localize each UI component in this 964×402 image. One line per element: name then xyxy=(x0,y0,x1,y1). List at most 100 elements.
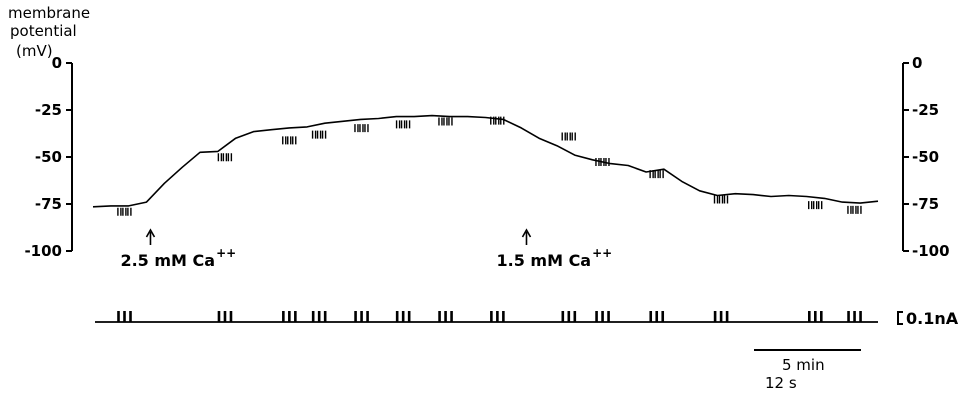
current-pulse xyxy=(561,311,565,322)
response-mark xyxy=(292,136,297,145)
response-mark xyxy=(659,170,664,179)
response-mark xyxy=(495,116,500,125)
current-pulse xyxy=(323,311,327,322)
voltage-response-marks xyxy=(117,207,132,216)
current-pulse xyxy=(360,311,363,322)
annotation-superscript: ++ xyxy=(592,246,612,260)
current-pulse xyxy=(229,311,233,322)
response-mark xyxy=(127,207,132,216)
response-mark xyxy=(561,132,566,141)
response-mark xyxy=(718,195,724,204)
current-pulse xyxy=(713,311,717,322)
drug-annotation: 2.5 mM Ca ++ xyxy=(120,228,236,270)
response-mark xyxy=(852,205,857,214)
voltage-trace xyxy=(92,114,879,208)
response-mark xyxy=(316,130,322,139)
current-pulse xyxy=(395,311,399,322)
response-mark xyxy=(847,205,852,214)
current-pulse xyxy=(595,311,598,322)
response-mark xyxy=(818,201,823,210)
response-mark xyxy=(395,120,401,129)
current-pulse xyxy=(490,311,493,322)
current-pulse xyxy=(607,311,610,322)
current-pulse xyxy=(123,311,126,322)
voltage-trace-group xyxy=(92,114,879,216)
right-y-axis: 0 -25 -50 -75 -100 xyxy=(902,54,950,260)
current-pulse xyxy=(573,311,577,322)
response-mark xyxy=(443,117,448,126)
response-mark xyxy=(448,117,453,126)
response-mark xyxy=(122,207,127,216)
response-mark xyxy=(813,201,818,210)
response-mark xyxy=(605,157,610,166)
current-pulse xyxy=(217,311,221,322)
arrow-icon xyxy=(145,228,156,238)
current-pulse xyxy=(853,311,856,322)
response-mark xyxy=(282,136,287,145)
voltage-response-marks xyxy=(808,201,823,210)
current-pulse xyxy=(450,311,453,322)
response-mark xyxy=(500,116,505,125)
response-mark xyxy=(227,153,233,162)
current-pulse xyxy=(601,311,604,322)
voltage-response-marks xyxy=(595,157,610,166)
current-pulse xyxy=(401,311,405,322)
current-pulse xyxy=(808,311,811,322)
annotation-label: 2.5 mM Ca xyxy=(120,251,215,270)
response-mark xyxy=(400,120,406,129)
left-tick-label: -75 xyxy=(35,195,62,213)
response-mark xyxy=(117,207,122,216)
response-mark xyxy=(654,170,659,179)
current-pulse xyxy=(223,311,227,322)
right-tick-label: -50 xyxy=(912,148,939,166)
current-pulse xyxy=(847,311,850,322)
left-tick-label: -25 xyxy=(35,101,62,119)
voltage-response-marks xyxy=(354,124,369,133)
response-mark xyxy=(723,195,729,204)
voltage-response-marks xyxy=(217,153,233,162)
current-scale-bar xyxy=(897,311,903,325)
voltage-response-marks xyxy=(847,205,862,214)
current-pulse xyxy=(438,311,441,322)
current-pulse xyxy=(859,311,862,322)
current-pulse xyxy=(814,311,817,322)
response-mark xyxy=(808,201,813,210)
current-pulse xyxy=(567,311,571,322)
ylabel-line-3: (mV) xyxy=(16,42,53,60)
time-scale-label-1: 5 min xyxy=(782,356,825,374)
left-y-axis: 0 -25 -50 -75 -100 xyxy=(24,54,73,260)
current-pulse xyxy=(317,311,321,322)
annotation-superscript: ++ xyxy=(216,246,236,260)
annotation-group: 2.5 mM Ca ++ 1.5 mM Ca ++ xyxy=(120,228,612,270)
response-mark xyxy=(438,117,443,126)
response-mark xyxy=(359,124,364,133)
left-tick-label: 0 xyxy=(52,54,62,72)
current-scale-label: 0.1nA xyxy=(906,309,959,328)
response-mark xyxy=(354,124,359,133)
current-pulse xyxy=(444,311,447,322)
current-pulse xyxy=(725,311,729,322)
voltage-response-marks xyxy=(649,170,664,179)
voltage-response-marks xyxy=(395,120,411,129)
voltage-response-marks xyxy=(282,136,297,145)
response-mark xyxy=(566,132,571,141)
response-mark xyxy=(571,132,576,141)
response-mark xyxy=(321,130,327,139)
right-tick-label: -25 xyxy=(912,101,939,119)
response-mark xyxy=(713,195,719,204)
time-scale-label-2: 12 s xyxy=(765,374,797,392)
right-tick-label: -100 xyxy=(912,242,950,260)
right-tick-label: -75 xyxy=(912,195,939,213)
response-mark xyxy=(595,157,600,166)
response-mark xyxy=(222,153,228,162)
left-tick-label: -100 xyxy=(24,242,62,260)
current-pulse xyxy=(117,311,120,322)
current-pulse xyxy=(288,311,291,322)
drug-annotation: 1.5 mM Ca ++ xyxy=(496,228,612,270)
right-tick-label: 0 xyxy=(912,54,922,72)
response-mark xyxy=(217,153,223,162)
current-pulse xyxy=(655,311,659,322)
current-pulse xyxy=(366,311,369,322)
